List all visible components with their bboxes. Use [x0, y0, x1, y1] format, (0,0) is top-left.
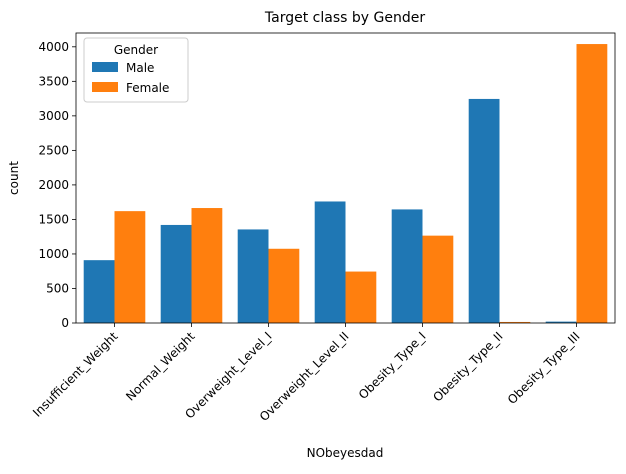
chart-title: Target class by Gender	[264, 10, 425, 26]
bar-male-2	[160, 224, 192, 323]
bar-female-5	[422, 235, 454, 323]
legend-label-female: Female	[126, 81, 169, 95]
x-axis-label: NObeyesdad	[307, 446, 384, 460]
bar-female-1	[114, 211, 146, 323]
x-tick-label: Normal_Weight	[123, 329, 198, 404]
bar-male-3	[237, 229, 269, 323]
x-tick-label: Obesity_Type_III	[505, 329, 583, 407]
bar-female-2	[191, 208, 223, 323]
legend-swatch-female	[92, 82, 118, 92]
legend-label-male: Male	[126, 61, 154, 75]
x-tick-label: Obesity_Type_I	[356, 329, 429, 402]
x-tick-label: Overweight_Level_II	[257, 329, 352, 424]
x-tick-label: Obesity_Type_II	[430, 329, 505, 404]
bar-male-7	[545, 321, 577, 323]
y-tick-label: 2500	[38, 143, 69, 157]
y-tick-label: 3500	[38, 74, 69, 88]
legend-title: Gender	[114, 43, 158, 57]
bar-female-7	[576, 44, 608, 324]
bar-female-4	[345, 271, 377, 323]
y-tick-label: 1000	[38, 247, 69, 261]
y-tick-label: 500	[46, 281, 69, 295]
legend: Gender Male Female	[83, 37, 189, 103]
legend-swatch-male	[92, 62, 118, 72]
bar-male-6	[468, 98, 500, 323]
bar-male-4	[314, 201, 346, 323]
x-tick-label: Insufficient_Weight	[30, 329, 121, 420]
y-tick-label: 1500	[38, 212, 69, 226]
y-tick-label: 3000	[38, 109, 69, 123]
bar-female-3	[268, 248, 300, 323]
bar-female-6	[499, 321, 531, 323]
y-axis-label: count	[7, 161, 21, 195]
bar-male-1	[83, 260, 115, 323]
bar-male-5	[391, 209, 423, 323]
y-tick-label: 2000	[38, 178, 69, 192]
y-tick-label: 4000	[38, 40, 69, 54]
y-tick-label: 0	[61, 316, 69, 330]
x-tick-label: Overweight_Level_I	[182, 329, 274, 421]
